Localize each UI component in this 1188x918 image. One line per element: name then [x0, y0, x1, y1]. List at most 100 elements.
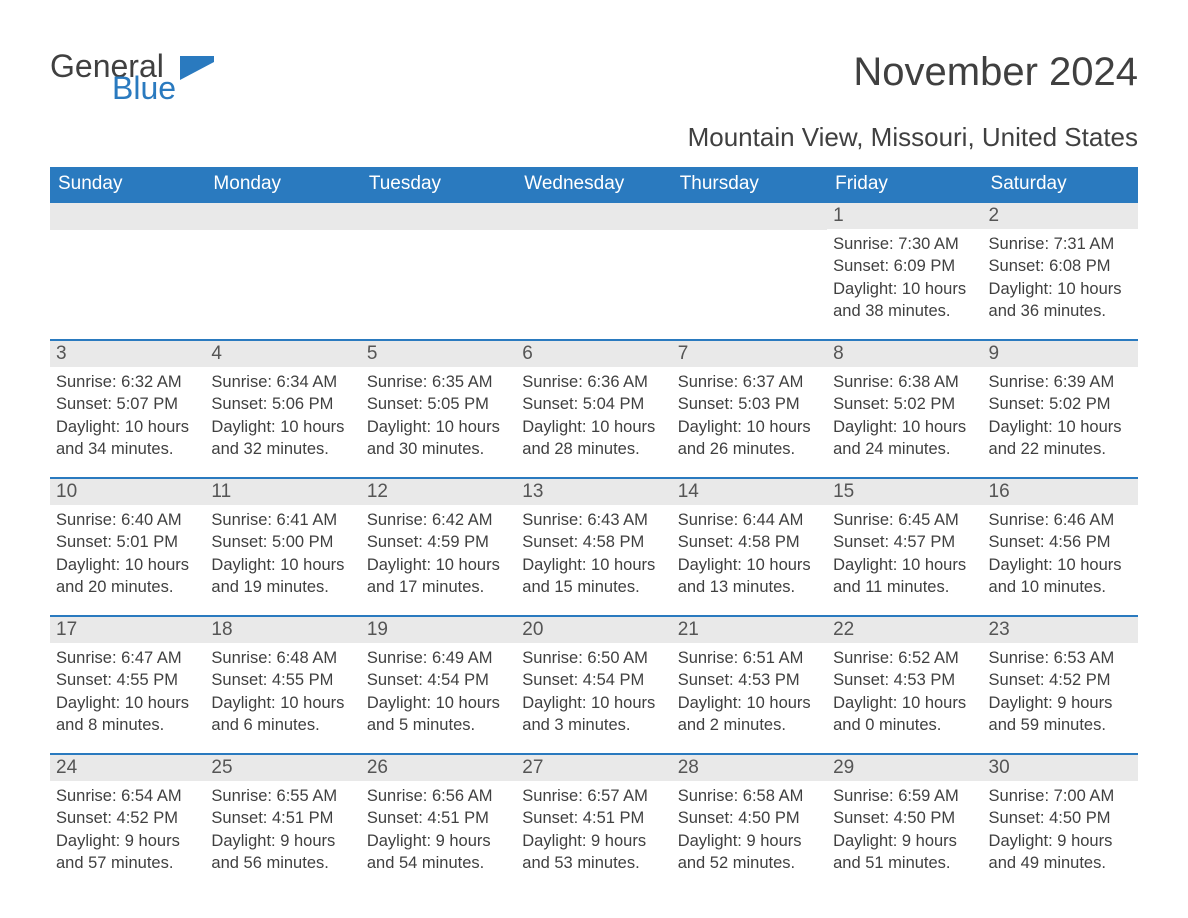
sunset-text: Sunset: 6:09 PM: [833, 255, 976, 277]
calendar-week-row: 1Sunrise: 7:30 AMSunset: 6:09 PMDaylight…: [50, 202, 1138, 340]
sunrise-text: Sunrise: 6:44 AM: [678, 509, 821, 531]
day-number: 25: [205, 755, 360, 781]
daylight-text-1: Daylight: 10 hours: [367, 554, 510, 576]
daylight-text-1: Daylight: 10 hours: [833, 554, 976, 576]
sunset-text: Sunset: 4:53 PM: [678, 669, 821, 691]
calendar-day-cell: [516, 202, 671, 340]
daylight-text-1: Daylight: 10 hours: [211, 416, 354, 438]
daylight-text-2: and 30 minutes.: [367, 438, 510, 460]
day-details: Sunrise: 6:36 AMSunset: 5:04 PMDaylight:…: [516, 367, 671, 464]
daylight-text-1: Daylight: 10 hours: [678, 692, 821, 714]
day-number: 6: [516, 341, 671, 367]
sunrise-text: Sunrise: 6:39 AM: [989, 371, 1132, 393]
day-number: 16: [983, 479, 1138, 505]
sunrise-text: Sunrise: 7:00 AM: [989, 785, 1132, 807]
day-details: Sunrise: 6:55 AMSunset: 4:51 PMDaylight:…: [205, 781, 360, 878]
calendar-header-row: SundayMondayTuesdayWednesdayThursdayFrid…: [50, 167, 1138, 202]
daylight-text-1: Daylight: 10 hours: [56, 692, 199, 714]
day-details: Sunrise: 6:34 AMSunset: 5:06 PMDaylight:…: [205, 367, 360, 464]
daylight-text-1: Daylight: 10 hours: [367, 692, 510, 714]
day-details: Sunrise: 6:39 AMSunset: 5:02 PMDaylight:…: [983, 367, 1138, 464]
daylight-text-2: and 26 minutes.: [678, 438, 821, 460]
daylight-text-1: Daylight: 9 hours: [56, 830, 199, 852]
sunset-text: Sunset: 6:08 PM: [989, 255, 1132, 277]
day-details: Sunrise: 6:38 AMSunset: 5:02 PMDaylight:…: [827, 367, 982, 464]
daylight-text-2: and 54 minutes.: [367, 852, 510, 874]
day-number: 14: [672, 479, 827, 505]
sunset-text: Sunset: 5:02 PM: [989, 393, 1132, 415]
logo: General Blue: [50, 50, 214, 104]
day-details: Sunrise: 7:00 AMSunset: 4:50 PMDaylight:…: [983, 781, 1138, 878]
daylight-text-2: and 34 minutes.: [56, 438, 199, 460]
calendar-week-row: 17Sunrise: 6:47 AMSunset: 4:55 PMDayligh…: [50, 616, 1138, 754]
daylight-text-1: Daylight: 10 hours: [522, 554, 665, 576]
calendar-column-header: Tuesday: [361, 167, 516, 202]
daylight-text-2: and 6 minutes.: [211, 714, 354, 736]
sunrise-text: Sunrise: 6:52 AM: [833, 647, 976, 669]
daylight-text-1: Daylight: 10 hours: [56, 416, 199, 438]
daylight-text-2: and 53 minutes.: [522, 852, 665, 874]
day-details: Sunrise: 6:50 AMSunset: 4:54 PMDaylight:…: [516, 643, 671, 740]
calendar-day-cell: 5Sunrise: 6:35 AMSunset: 5:05 PMDaylight…: [361, 340, 516, 478]
daylight-text-1: Daylight: 9 hours: [522, 830, 665, 852]
calendar-day-cell: 24Sunrise: 6:54 AMSunset: 4:52 PMDayligh…: [50, 754, 205, 892]
sunrise-text: Sunrise: 6:32 AM: [56, 371, 199, 393]
calendar-column-header: Wednesday: [516, 167, 671, 202]
calendar-day-cell: [205, 202, 360, 340]
daylight-text-2: and 59 minutes.: [989, 714, 1132, 736]
day-details: Sunrise: 6:32 AMSunset: 5:07 PMDaylight:…: [50, 367, 205, 464]
day-details: Sunrise: 6:56 AMSunset: 4:51 PMDaylight:…: [361, 781, 516, 878]
daylight-text-1: Daylight: 9 hours: [211, 830, 354, 852]
day-number: 30: [983, 755, 1138, 781]
calendar-day-cell: 26Sunrise: 6:56 AMSunset: 4:51 PMDayligh…: [361, 754, 516, 892]
daylight-text-1: Daylight: 9 hours: [989, 830, 1132, 852]
day-details: Sunrise: 6:47 AMSunset: 4:55 PMDaylight:…: [50, 643, 205, 740]
empty-day-header: [516, 203, 671, 230]
daylight-text-1: Daylight: 9 hours: [678, 830, 821, 852]
calendar-day-cell: 19Sunrise: 6:49 AMSunset: 4:54 PMDayligh…: [361, 616, 516, 754]
sunset-text: Sunset: 4:52 PM: [56, 807, 199, 829]
day-details: Sunrise: 6:48 AMSunset: 4:55 PMDaylight:…: [205, 643, 360, 740]
day-number: 21: [672, 617, 827, 643]
sunrise-text: Sunrise: 6:54 AM: [56, 785, 199, 807]
daylight-text-1: Daylight: 10 hours: [211, 692, 354, 714]
sunrise-text: Sunrise: 6:43 AM: [522, 509, 665, 531]
calendar-day-cell: 6Sunrise: 6:36 AMSunset: 5:04 PMDaylight…: [516, 340, 671, 478]
daylight-text-2: and 56 minutes.: [211, 852, 354, 874]
daylight-text-1: Daylight: 10 hours: [56, 554, 199, 576]
sunset-text: Sunset: 4:51 PM: [211, 807, 354, 829]
calendar-day-cell: [50, 202, 205, 340]
sunset-text: Sunset: 5:07 PM: [56, 393, 199, 415]
daylight-text-2: and 17 minutes.: [367, 576, 510, 598]
calendar-day-cell: 22Sunrise: 6:52 AMSunset: 4:53 PMDayligh…: [827, 616, 982, 754]
daylight-text-1: Daylight: 10 hours: [678, 554, 821, 576]
sunset-text: Sunset: 5:01 PM: [56, 531, 199, 553]
day-details: Sunrise: 6:46 AMSunset: 4:56 PMDaylight:…: [983, 505, 1138, 602]
daylight-text-2: and 8 minutes.: [56, 714, 199, 736]
sunrise-text: Sunrise: 6:38 AM: [833, 371, 976, 393]
daylight-text-1: Daylight: 9 hours: [367, 830, 510, 852]
day-number: 27: [516, 755, 671, 781]
daylight-text-2: and 5 minutes.: [367, 714, 510, 736]
daylight-text-2: and 28 minutes.: [522, 438, 665, 460]
day-number: 28: [672, 755, 827, 781]
calendar-day-cell: 3Sunrise: 6:32 AMSunset: 5:07 PMDaylight…: [50, 340, 205, 478]
sunrise-text: Sunrise: 6:59 AM: [833, 785, 976, 807]
calendar-day-cell: 21Sunrise: 6:51 AMSunset: 4:53 PMDayligh…: [672, 616, 827, 754]
sunset-text: Sunset: 4:54 PM: [367, 669, 510, 691]
sunrise-text: Sunrise: 6:50 AM: [522, 647, 665, 669]
sunset-text: Sunset: 4:57 PM: [833, 531, 976, 553]
empty-day-header: [50, 203, 205, 230]
day-number: 15: [827, 479, 982, 505]
daylight-text-1: Daylight: 10 hours: [211, 554, 354, 576]
calendar-day-cell: 1Sunrise: 7:30 AMSunset: 6:09 PMDaylight…: [827, 202, 982, 340]
daylight-text-1: Daylight: 10 hours: [989, 278, 1132, 300]
day-number: 10: [50, 479, 205, 505]
sunrise-text: Sunrise: 6:34 AM: [211, 371, 354, 393]
daylight-text-2: and 3 minutes.: [522, 714, 665, 736]
daylight-text-2: and 0 minutes.: [833, 714, 976, 736]
day-details: Sunrise: 7:30 AMSunset: 6:09 PMDaylight:…: [827, 229, 982, 326]
day-number: 22: [827, 617, 982, 643]
day-details: Sunrise: 6:51 AMSunset: 4:53 PMDaylight:…: [672, 643, 827, 740]
calendar-day-cell: 13Sunrise: 6:43 AMSunset: 4:58 PMDayligh…: [516, 478, 671, 616]
